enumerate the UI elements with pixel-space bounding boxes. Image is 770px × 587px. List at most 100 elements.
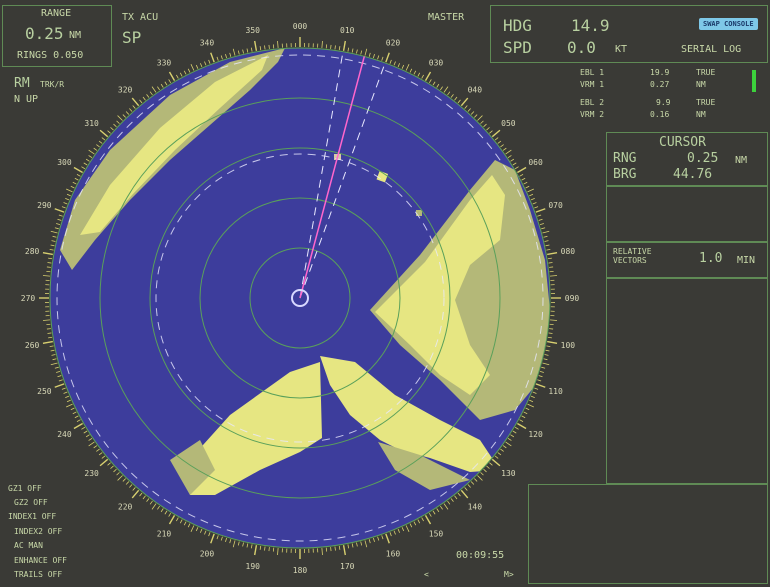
bearing-tick [237,50,240,55]
bearing-label: 050 [501,119,516,128]
bearing-tick [49,248,54,251]
speed-source[interactable]: SERIAL LOG [681,44,742,55]
bearing-tick [242,542,244,547]
bearing-tick [502,147,507,151]
bearing-tick [85,158,90,162]
bearing-tick [432,510,436,515]
bearing-tick [57,375,62,378]
bearing-tick [195,527,199,532]
vectors-unit: MIN [737,255,756,266]
bearing-tick [502,445,507,449]
range-title: RANGE [41,8,72,19]
bearing-tick [505,441,512,447]
bearing-tick [428,512,432,517]
bearing-tick [523,181,528,185]
bearing-tick [436,83,440,88]
bearing-label: 140 [468,502,483,511]
target-1 [376,170,389,183]
status-gz2[interactable]: GZ2 OFF [14,498,48,507]
vrm2-value: 0.16 [650,110,670,119]
bearing-tick [474,114,478,118]
bearing-tick [183,70,187,75]
range-ring-2 [199,197,401,399]
bearing-label: 240 [57,430,72,439]
ebl2-row[interactable]: EBL 2 9.9 TRUE [580,98,730,110]
bearing-tick [122,114,126,118]
bearing-tick [61,206,66,209]
bearing-tick [548,332,553,334]
status-index2[interactable]: INDEX2 OFF [14,527,63,536]
bearing-tick [237,541,240,546]
vrm1-row[interactable]: VRM 1 0.27 NM [580,80,730,92]
bearing-tick [368,539,371,544]
bearing-tick [497,140,502,144]
bearing-label: 320 [118,86,133,95]
status-ac[interactable]: AC MAN [14,541,43,550]
motion-trk[interactable]: TRK/R [40,80,65,89]
bearing-tick [88,155,93,158]
bearing-label: 120 [528,430,543,439]
bearing-tick [519,174,524,177]
spd-unit: KT [615,44,628,55]
status-trails[interactable]: TRAILS OFF [14,570,63,579]
bearing-label: 170 [340,562,355,571]
nav-left-arrow[interactable]: < [424,570,429,579]
bearing-tick [88,149,95,155]
bearing-label: 010 [340,26,355,35]
bearing-tick [66,188,73,193]
vrm2-row[interactable]: VRM 2 0.16 NM [580,110,730,122]
orientation-nup[interactable]: N UP [14,94,39,105]
bearing-tick [93,147,98,151]
bearing-tick [72,181,77,185]
bearing-tick [417,72,421,77]
range-value[interactable]: 0.25 [25,24,64,43]
bearing-tick [510,158,515,162]
master-label: MASTER [428,12,465,23]
bearing-tick [486,465,490,469]
bearing-tick [480,120,484,124]
bearing-tick [199,528,203,533]
bearing-tick [52,235,57,238]
bearing-tick [160,83,164,88]
ebl1-row[interactable]: EBL 1 19.9 TRUE [580,68,730,80]
pulse-mode[interactable]: SP [122,28,142,47]
bearing-tick [486,127,490,131]
target-2 [416,210,422,216]
bearing-tick [81,166,86,170]
bearing-tick [54,227,59,230]
bearing-tick [99,458,109,467]
bearing-label: 330 [157,58,172,67]
bearing-tick [142,96,146,101]
bearing-tick [454,495,458,500]
motion-rm[interactable]: RM [14,76,30,91]
bearing-tick [63,202,68,205]
bearing-tick [417,519,421,524]
bearing-label: 080 [561,247,576,256]
range-ring-4 [99,97,501,499]
bearing-tick [42,319,50,321]
status-index1[interactable]: INDEX1 OFF [8,512,57,521]
bearing-tick [101,455,106,459]
bearing-tick [250,47,253,52]
bearing-tick [500,448,504,452]
swap-console-button[interactable]: SWAP CONSOLE [699,18,758,30]
ebl2-unit: TRUE [696,98,716,107]
bearing-tick [389,59,392,64]
bearing-tick [342,40,347,51]
tx-mode[interactable]: TX ACU [122,12,159,23]
bearing-tick [176,517,179,522]
bearing-tick [139,99,143,104]
bearing-tick [73,166,83,174]
bearing-tick [63,391,68,394]
status-gz1[interactable]: GZ1 OFF [8,484,42,493]
nav-right-arrow[interactable]: M> [504,570,514,579]
bearing-tick [61,387,66,390]
bearing-tick [507,438,512,441]
bearing-tick [42,275,50,277]
bearing-tick [550,275,558,277]
status-enhance[interactable]: ENHANCE OFF [14,556,67,565]
vectors-value[interactable]: 1.0 [699,251,723,266]
bearing-tick [229,52,232,57]
bearing-label: 270 [21,294,36,303]
